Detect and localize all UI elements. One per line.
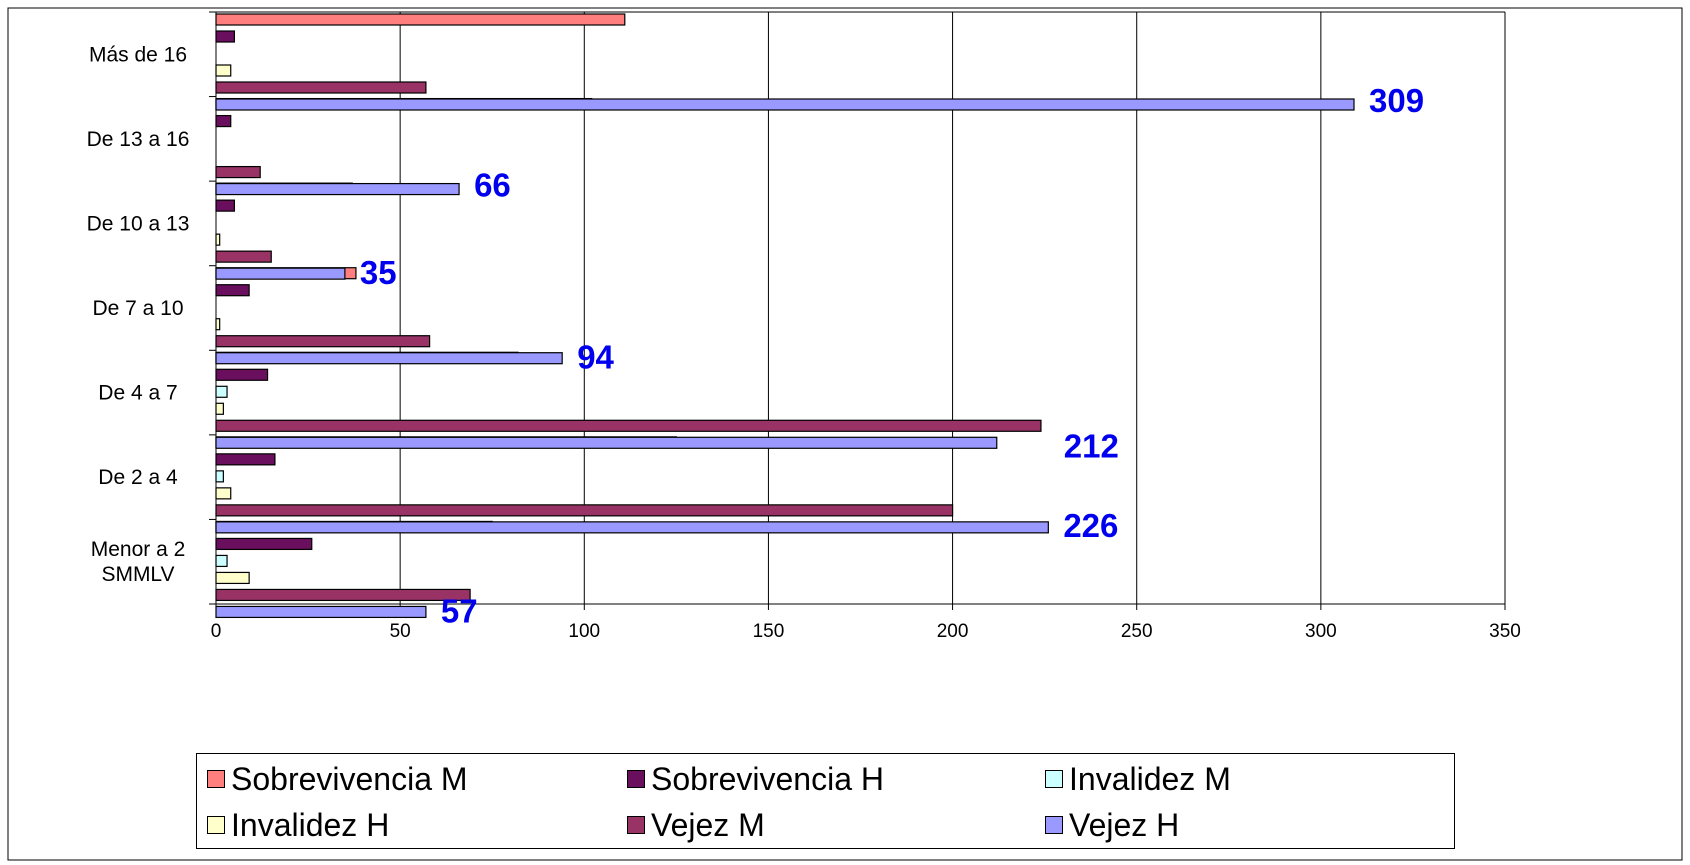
bar xyxy=(215,114,232,128)
bar xyxy=(215,470,224,483)
bar xyxy=(215,453,276,466)
category-label: Menor a 2 SMMLV xyxy=(91,538,186,586)
legend-swatch xyxy=(627,816,645,834)
bar xyxy=(215,504,954,517)
data-label: 212 xyxy=(1064,427,1119,464)
bar xyxy=(215,98,1355,111)
category-label: De 13 a 16 xyxy=(87,128,190,151)
legend: Sobrevivencia M Sobrevivencia H Invalidez … xyxy=(196,753,1455,849)
legend-label: Vejez M xyxy=(651,806,765,843)
bar xyxy=(215,318,221,331)
x-tick-label: 250 xyxy=(1121,621,1153,642)
bar xyxy=(215,284,250,297)
bar xyxy=(215,537,313,551)
x-tick-label: 150 xyxy=(753,621,785,642)
legend-swatch xyxy=(627,770,645,788)
bar xyxy=(215,267,346,280)
x-tick-label: 200 xyxy=(937,621,969,642)
bar xyxy=(215,13,626,26)
legend-swatch xyxy=(207,816,225,834)
legend-label: Invalidez H xyxy=(231,806,390,843)
legend-label: Vejez H xyxy=(1069,806,1180,843)
data-label: 35 xyxy=(360,254,397,291)
legend-swatch xyxy=(1045,770,1063,788)
data-label: 94 xyxy=(577,339,614,376)
category-label: De 2 a 4 xyxy=(98,466,178,489)
legend-label: Invalidez M xyxy=(1069,760,1231,797)
legend-swatch xyxy=(1045,816,1063,834)
legend-item: Vejez H xyxy=(1045,802,1465,848)
legend-label: Sobrevivencia M xyxy=(231,760,468,797)
category-label: De 7 a 10 xyxy=(92,297,183,320)
bar xyxy=(215,521,1049,534)
legend-item: Invalidez M xyxy=(1045,756,1465,802)
bar xyxy=(215,165,261,179)
bar xyxy=(215,487,232,500)
data-label: 309 xyxy=(1369,82,1424,119)
bar xyxy=(215,419,1042,432)
bar xyxy=(215,352,563,365)
x-tick-label: 350 xyxy=(1489,621,1521,642)
data-label: 57 xyxy=(441,592,478,629)
bar xyxy=(215,64,232,77)
bar xyxy=(215,182,460,196)
x-tick-label: 100 xyxy=(568,621,600,642)
legend-item: Sobrevivencia H xyxy=(627,756,1045,802)
category-label: Más de 16 xyxy=(89,43,187,66)
bar xyxy=(215,233,221,246)
bar xyxy=(215,588,471,602)
category-label: De 10 a 13 xyxy=(87,212,190,235)
data-label: 226 xyxy=(1063,507,1118,544)
legend-swatch xyxy=(207,770,225,788)
category-label: De 4 a 7 xyxy=(98,382,177,405)
bar xyxy=(215,30,236,43)
bar xyxy=(215,554,228,568)
bar xyxy=(215,199,236,212)
chart-border xyxy=(7,7,1683,861)
legend-item: Vejez M xyxy=(627,802,1045,848)
x-tick-label: 0 xyxy=(211,621,222,642)
x-tick-label: 50 xyxy=(390,621,411,642)
legend-item: Sobrevivencia M xyxy=(207,756,627,802)
bar xyxy=(215,571,250,585)
bar xyxy=(215,368,269,381)
bar xyxy=(215,81,427,94)
bar xyxy=(215,385,228,398)
x-tick-label: 300 xyxy=(1305,621,1337,642)
bar xyxy=(215,605,427,619)
legend-item: Invalidez H xyxy=(207,802,627,848)
bar xyxy=(215,250,272,263)
legend-label: Sobrevivencia H xyxy=(651,760,884,797)
data-label: 66 xyxy=(474,167,511,204)
bar xyxy=(215,402,224,415)
bar xyxy=(215,436,998,449)
bar xyxy=(215,335,431,348)
